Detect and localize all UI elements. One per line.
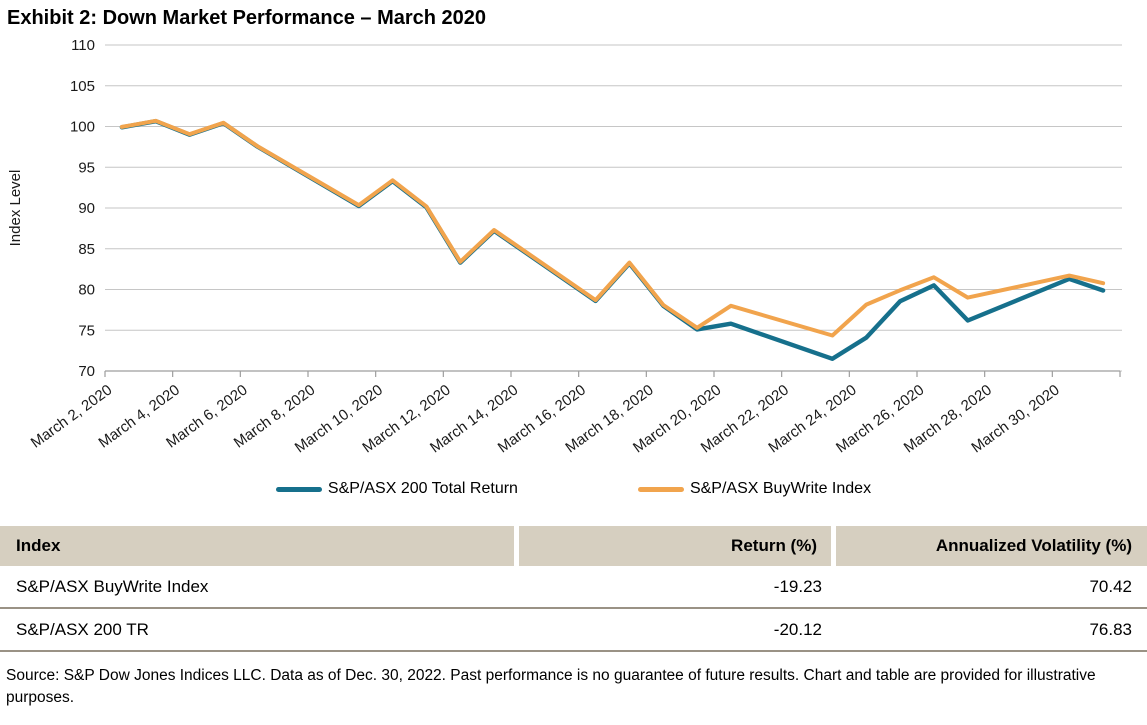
y-axis-tick-label: 70	[78, 363, 95, 380]
legend-item-asx200: S&P/ASX 200 Total Return	[275, 480, 518, 498]
cell-volatility-buywrite: 70.42	[836, 566, 1147, 607]
cell-volatility-asx200: 76.83	[836, 609, 1147, 650]
header-return: Return (%)	[519, 526, 831, 566]
cell-return-buywrite: -19.23	[519, 566, 836, 607]
header-annualized-volatility: Annualized Volatility (%)	[836, 526, 1147, 566]
legend-label-buywrite: S&P/ASX BuyWrite Index	[689, 480, 872, 497]
y-axis-tick-label: 80	[78, 282, 95, 299]
table-row: S&P/ASX BuyWrite Index -19.23 70.42	[0, 566, 1147, 609]
y-axis-tick-label: 90	[78, 200, 95, 217]
y-axis-title: Index Level	[7, 170, 24, 247]
table-row: S&P/ASX 200 TR -20.12 76.83	[0, 609, 1147, 652]
exhibit-title: Exhibit 2: Down Market Performance – Mar…	[7, 7, 487, 29]
source-footnote: Source: S&P Dow Jones Indices LLC. Data …	[6, 667, 1096, 707]
y-axis-tick-label: 85	[78, 241, 95, 258]
legend-swatch-asx200	[275, 486, 322, 492]
cell-return-asx200: -20.12	[519, 609, 836, 650]
legend-item-buywrite: S&P/ASX BuyWrite Index	[637, 480, 872, 498]
y-axis-tick-label: 105	[70, 78, 95, 95]
page: Exhibit 2: Down Market Performance – Mar…	[0, 6, 1147, 725]
legend-label-asx200: S&P/ASX 200 Total Return	[327, 480, 518, 497]
y-axis-tick-label: 110	[71, 37, 95, 54]
table-header-row: Index Return (%) Annualized Volatility (…	[0, 526, 1147, 566]
series-line-buywrite	[119, 118, 1106, 338]
y-axis-tick-label: 75	[78, 322, 95, 339]
y-axis-tick-label: 95	[78, 159, 95, 176]
y-axis-tick-label: 100	[70, 119, 95, 136]
series-line-asx200-tr	[119, 118, 1106, 361]
cell-index-buywrite: S&P/ASX BuyWrite Index	[0, 566, 519, 607]
cell-index-asx200: S&P/ASX 200 TR	[0, 609, 519, 650]
legend-swatch-buywrite	[637, 486, 684, 492]
performance-table: Index Return (%) Annualized Volatility (…	[0, 526, 1147, 652]
chart-legend: S&P/ASX 200 Total Return S&P/ASX BuyWrit…	[0, 478, 1147, 500]
header-index: Index	[0, 526, 514, 566]
